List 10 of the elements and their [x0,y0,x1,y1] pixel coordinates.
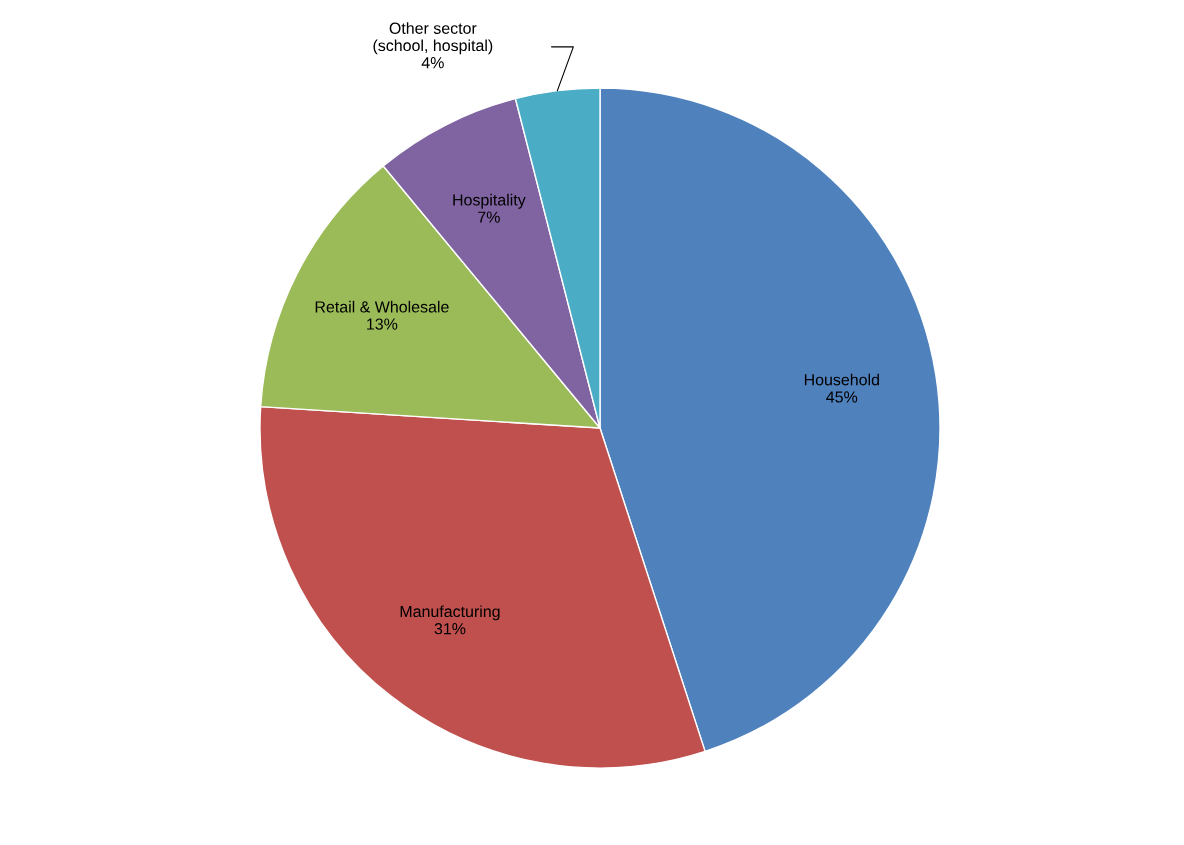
data-label: 13% [367,318,398,330]
data-label: 4% [421,57,444,69]
slice-label: Other sector (school, hospital) [373,22,493,55]
slice-label: Hospitality [453,193,526,209]
data-label: 31% [434,623,466,635]
slice-label: Retail & Wholesale [315,300,449,313]
data-label: 7% [478,211,500,223]
slice-label: Manufacturing [400,605,500,621]
slice-label: Household [804,373,879,386]
data-label: 45% [826,391,858,403]
